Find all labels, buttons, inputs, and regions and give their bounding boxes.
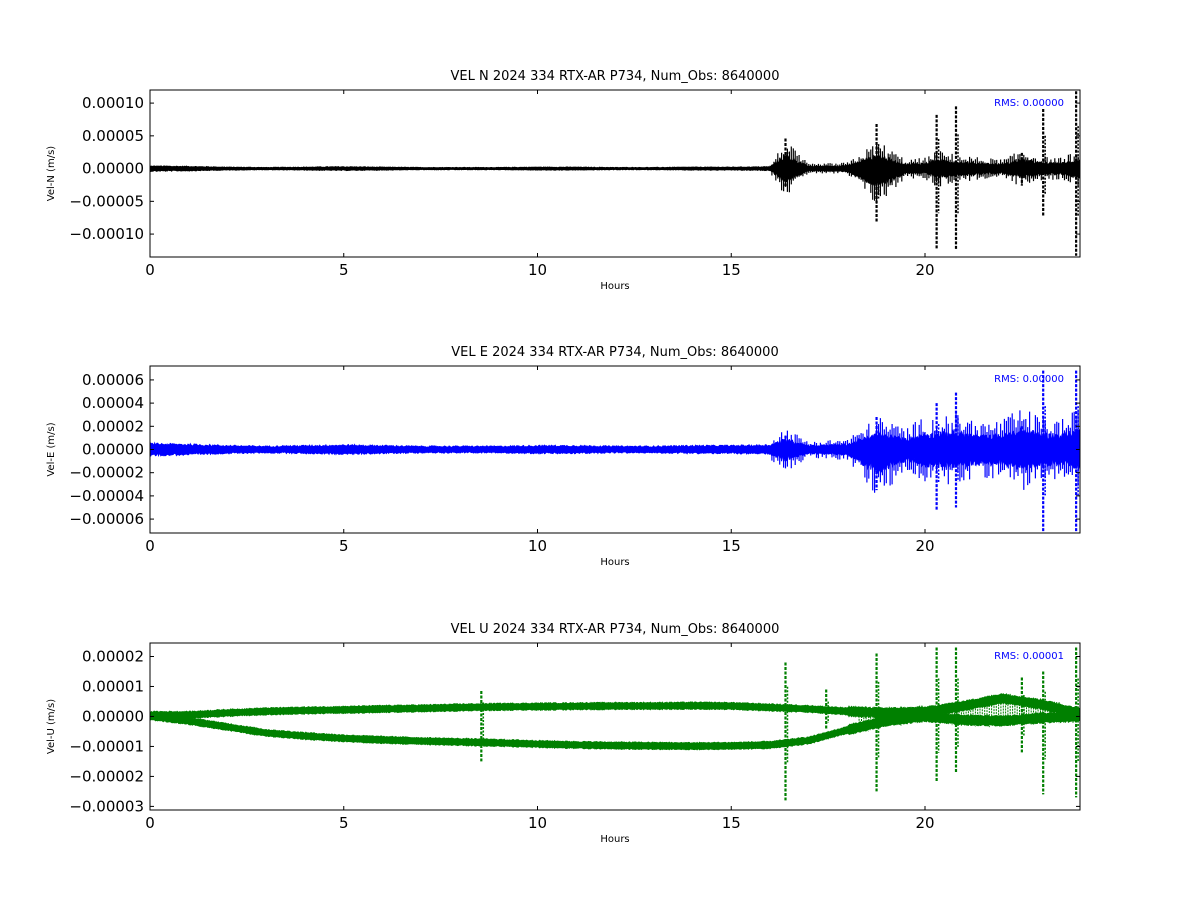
y-tick-label: 0.00002 (82, 417, 144, 435)
y-tick-label: −0.00004 (69, 487, 144, 505)
y-tick-label: 0.00006 (82, 371, 144, 389)
x-axis-label: Hours (600, 557, 629, 568)
y-tick-label: −0.00005 (69, 192, 144, 210)
x-tick-label: 20 (915, 537, 934, 555)
chart-title: VEL N 2024 334 RTX-AR P734, Num_Obs: 864… (451, 69, 780, 84)
rms-annotation: RMS: 0.00001 (994, 651, 1064, 662)
series-band-0 (150, 693, 1080, 720)
x-tick-label: 10 (528, 537, 547, 555)
chart-title: VEL E 2024 334 RTX-AR P734, Num_Obs: 864… (451, 345, 778, 360)
y-tick-label: 0.00000 (82, 707, 144, 725)
x-tick-label: 15 (722, 261, 741, 279)
x-tick-label: 0 (145, 814, 155, 832)
rms-annotation: RMS: 0.00000 (994, 374, 1064, 385)
y-tick-label: 0.00000 (82, 160, 144, 178)
y-tick-label: 0.00001 (82, 677, 144, 695)
plot-area (150, 91, 1080, 256)
x-tick-label: 15 (722, 814, 741, 832)
x-tick-label: 15 (722, 537, 741, 555)
panel-vel-u: 0 5 10 15 20 −0.00003 −0.00002 −0.00001 0.00000 0… (46, 622, 1081, 845)
series-band (150, 426, 1080, 476)
x-tick-label: 5 (339, 261, 349, 279)
y-tick-label: −0.00006 (69, 510, 144, 528)
plot-frame (149, 642, 1081, 811)
y-tick-label: −0.00002 (69, 464, 144, 482)
y-tick-label: −0.00001 (69, 737, 144, 755)
plot-area (150, 370, 1080, 533)
x-tick-label: 20 (915, 814, 934, 832)
x-axis-label: Hours (600, 834, 629, 845)
x-tick-label: 10 (528, 814, 547, 832)
y-axis-label: Vel-E (m/s) (46, 422, 57, 476)
plot-frame (149, 89, 1081, 258)
panel-vel-n: 0 5 10 15 20 −0.00010 −0.00005 0.00000 0.00005 0.… (46, 69, 1081, 292)
rms-annotation: RMS: 0.00000 (994, 98, 1064, 109)
panel-vel-e: 0 5 10 15 20 −0.00006 −0.00004 −0.00002 0.00000 0… (46, 345, 1081, 568)
series-noise (858, 693, 1080, 732)
y-tick-label: 0.00010 (82, 94, 144, 112)
chart-title: VEL U 2024 334 RTX-AR P734, Num_Obs: 864… (451, 622, 780, 637)
x-tick-label: 10 (528, 261, 547, 279)
x-tick-label: 20 (915, 261, 934, 279)
x-tick-label: 0 (145, 261, 155, 279)
y-tick-label: −0.00003 (69, 797, 144, 815)
y-tick-label: 0.00002 (82, 647, 144, 665)
x-tick-label: 5 (339, 537, 349, 555)
y-tick-label: 0.00004 (82, 394, 144, 412)
y-tick-label: −0.00002 (69, 767, 144, 785)
y-tick-label: 0.00005 (82, 127, 144, 145)
y-axis-label: Vel-U (m/s) (46, 699, 57, 754)
plot-area (150, 647, 1080, 801)
x-tick-label: 0 (145, 537, 155, 555)
series-band-1 (150, 710, 1080, 751)
x-tick-label: 5 (339, 814, 349, 832)
y-axis-label: Vel-N (m/s) (46, 146, 57, 201)
y-tick-label: 0.00000 (82, 441, 144, 459)
y-tick-label: −0.00010 (69, 225, 144, 243)
x-axis-label: Hours (600, 281, 629, 292)
